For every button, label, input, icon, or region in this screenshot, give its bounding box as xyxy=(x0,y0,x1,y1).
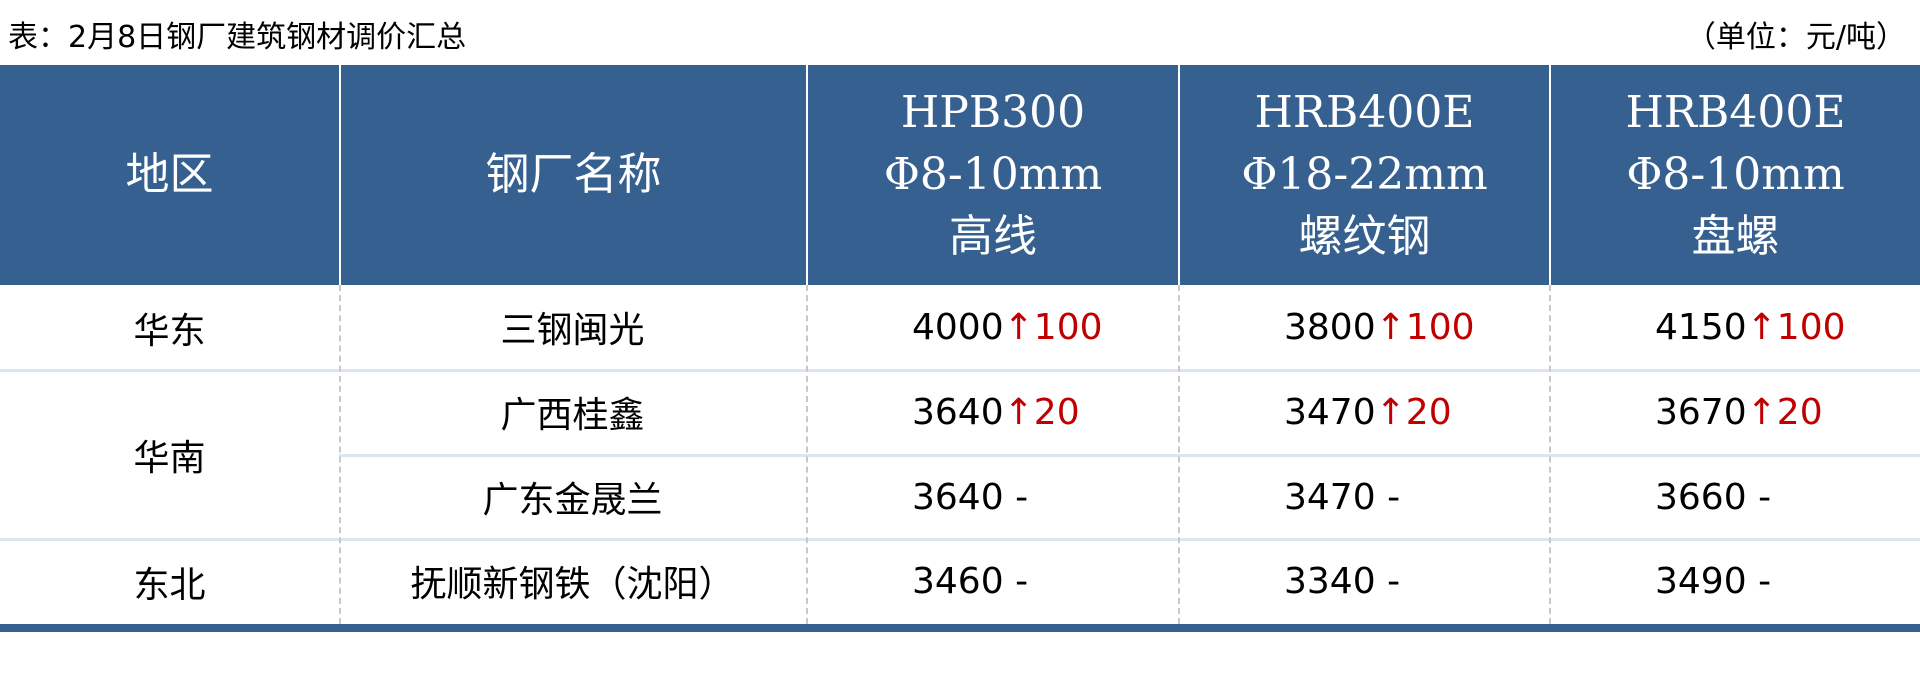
column-divider xyxy=(1549,285,1551,624)
bottom-border xyxy=(0,624,1920,632)
region-cell: 华东 xyxy=(133,310,206,352)
price-change: 20 xyxy=(1405,391,1452,433)
price-change: - xyxy=(1003,476,1029,518)
column-divider xyxy=(1178,285,1180,624)
header-line: Φ8-10mm xyxy=(883,149,1103,200)
price-change: - xyxy=(1746,476,1772,518)
price-cell: 3460 - xyxy=(912,539,1028,623)
header-cell: HPB300 Φ8-10mm 高线 xyxy=(806,65,1178,285)
price-change: - xyxy=(1003,560,1029,602)
price-change: 20 xyxy=(1776,391,1823,433)
region-cell: 华南 xyxy=(133,437,206,479)
price-cell: 3640 ↑ 20 xyxy=(912,370,1080,454)
row-divider xyxy=(0,369,1920,372)
arrow-up-icon: ↑ xyxy=(1003,391,1034,433)
arrow-up-icon: ↑ xyxy=(1746,306,1777,348)
mill-name-cell: 抚顺新钢铁（沈阳） xyxy=(410,564,735,605)
price-change: 20 xyxy=(1033,391,1080,433)
column-divider xyxy=(339,285,341,624)
header-line: HRB400E xyxy=(1625,87,1846,138)
price-change: - xyxy=(1746,560,1772,602)
price-value: 3640 xyxy=(912,476,1004,518)
price-value: 3490 xyxy=(1655,560,1747,602)
price-cell: 3470 - xyxy=(1284,455,1400,539)
table-header: 地区 钢厂名称 HPB300 Φ8-10mm 高线 HRB400E Φ18-22mm 螺纹钢 H… xyxy=(0,65,1920,285)
price-cell: 3470 ↑ 20 xyxy=(1284,370,1452,454)
price-change: 100 xyxy=(1776,306,1846,348)
price-value: 3470 xyxy=(1284,391,1376,433)
arrow-up-icon: ↑ xyxy=(1375,391,1406,433)
row-divider xyxy=(339,454,1920,457)
header-cell: 地区 xyxy=(0,65,339,285)
price-value: 3670 xyxy=(1655,391,1747,433)
column-divider xyxy=(806,285,808,624)
price-value: 3640 xyxy=(912,391,1004,433)
table-title: 表：2月8日钢厂建筑钢材调价汇总 xyxy=(8,20,467,55)
header-line: HPB300 xyxy=(900,87,1086,138)
mill-name-cell: 三钢闽光 xyxy=(500,310,645,351)
price-cell: 4000 ↑ 100 xyxy=(912,285,1103,369)
price-cell: 3640 - xyxy=(912,455,1028,539)
header-cell: HRB400E Φ18-22mm 螺纹钢 xyxy=(1178,65,1549,285)
header-line: Φ8-10mm xyxy=(1626,149,1845,200)
price-value: 4000 xyxy=(912,306,1004,348)
price-value: 4150 xyxy=(1655,306,1747,348)
price-value: 3470 xyxy=(1284,476,1376,518)
header-line: Φ18-22mm xyxy=(1241,149,1488,200)
unit-label: （单位：元/吨） xyxy=(1685,20,1906,55)
header-line: 盘螺 xyxy=(1691,211,1780,262)
price-cell: 3490 - xyxy=(1655,539,1771,623)
price-change: 100 xyxy=(1405,306,1475,348)
arrow-up-icon: ↑ xyxy=(1746,391,1777,433)
price-cell: 3800 ↑ 100 xyxy=(1284,285,1475,369)
header-line: 高线 xyxy=(949,211,1037,262)
header-line: 地区 xyxy=(125,149,214,200)
arrow-up-icon: ↑ xyxy=(1003,306,1034,348)
price-cell: 4150 ↑ 100 xyxy=(1655,285,1846,369)
mill-name-cell: 广东金晟兰 xyxy=(482,480,663,521)
price-cell: 3340 - xyxy=(1284,539,1400,623)
price-value: 3340 xyxy=(1284,560,1376,602)
mill-name-cell: 广西桂鑫 xyxy=(500,395,645,436)
price-cell: 3660 - xyxy=(1655,455,1771,539)
price-change: - xyxy=(1375,560,1401,602)
row-divider xyxy=(0,538,1920,541)
header-cell: 钢厂名称 xyxy=(339,65,806,285)
arrow-up-icon: ↑ xyxy=(1375,306,1406,348)
header-cell: HRB400E Φ8-10mm 盘螺 xyxy=(1549,65,1920,285)
price-change: - xyxy=(1375,476,1401,518)
region-cell: 东北 xyxy=(133,564,206,606)
price-value: 3660 xyxy=(1655,476,1747,518)
header-line: HRB400E xyxy=(1254,87,1475,138)
header-line: 钢厂名称 xyxy=(485,149,662,200)
price-value: 3460 xyxy=(912,560,1004,602)
price-value: 3800 xyxy=(1284,306,1376,348)
price-cell: 3670 ↑ 20 xyxy=(1655,370,1823,454)
price-change: 100 xyxy=(1033,306,1103,348)
header-line: 螺纹钢 xyxy=(1298,211,1431,262)
